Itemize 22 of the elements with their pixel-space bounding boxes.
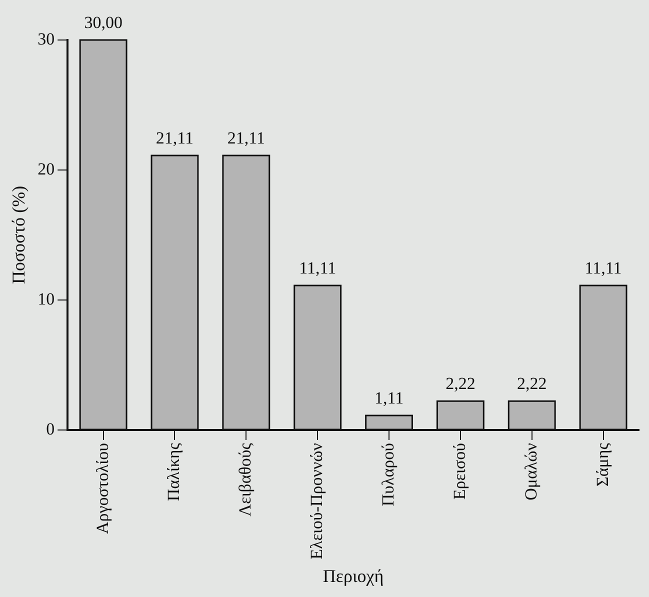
x-tick-label: Παλίκης	[164, 442, 184, 502]
data-label: 21,11	[156, 128, 194, 148]
data-label: 21,11	[227, 128, 265, 148]
data-label: 11,11	[299, 258, 336, 278]
x-tick-label: Λειβαθούς	[236, 442, 255, 516]
x-tick-label: Πυλαρού	[378, 442, 398, 506]
data-label: 2,22	[446, 374, 476, 394]
data-label: 1,11	[374, 388, 404, 408]
x-tick-label: Ομαλών	[521, 442, 540, 500]
x-tick-label: Ελειού-Προννών	[307, 442, 326, 560]
x-tick-label: Αργοστολίου	[92, 442, 112, 534]
y-tick-label: 30	[38, 29, 55, 48]
y-tick-label: 0	[46, 419, 55, 438]
x-tick-label: Ερεισού	[450, 442, 469, 500]
data-label: 30,00	[84, 12, 122, 32]
y-axis-title: Ποσοστό (%)	[8, 186, 29, 284]
y-tick-label: 10	[38, 289, 55, 308]
data-label: 2,22	[516, 374, 547, 394]
x-axis-title: Περιοχή	[322, 566, 384, 586]
data-label: 11,11	[584, 258, 622, 278]
x-tick-label: Σάμης	[592, 442, 612, 487]
y-tick-label: 20	[38, 159, 55, 178]
